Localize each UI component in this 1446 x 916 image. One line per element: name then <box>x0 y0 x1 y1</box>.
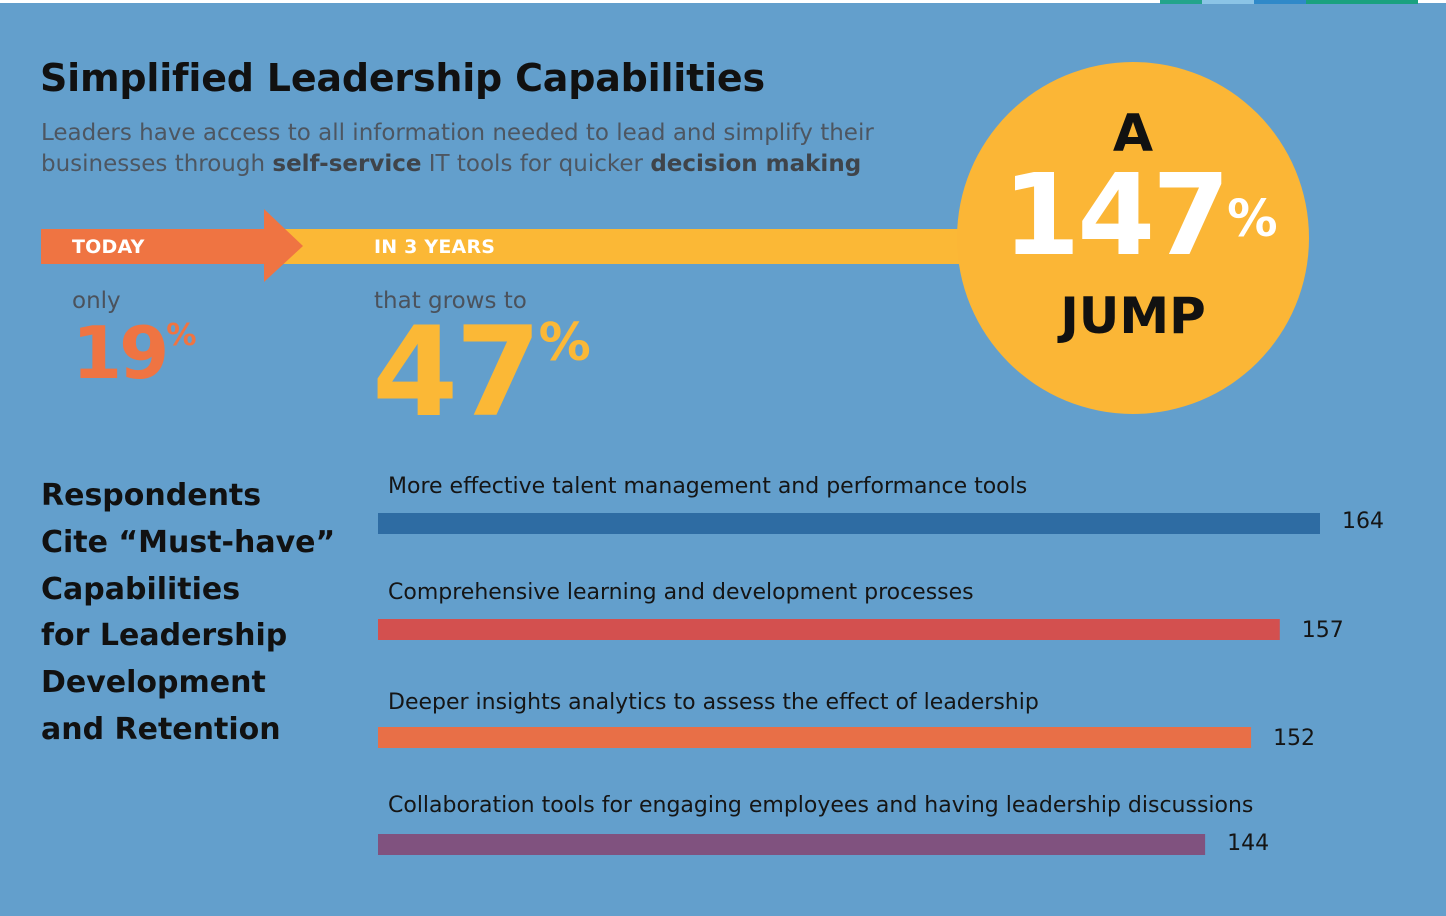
subtitle-text: IT tools for quicker <box>421 151 651 177</box>
heading-line: Respondents <box>41 478 262 513</box>
capability-bar <box>378 513 1320 534</box>
subtitle-emphasis: decision making <box>650 151 862 177</box>
page-title: Simplified Leadership Capabilities <box>40 56 765 100</box>
future-percentage-unit: % <box>538 313 591 374</box>
future-percentage-number: 47 <box>372 301 542 445</box>
must-have-capabilities-heading: Respondents Cite “Must-have” Capabilities f… <box>41 473 341 754</box>
capability-value-label: 164 <box>1342 509 1384 534</box>
today-percentage: 19% <box>72 317 197 389</box>
today-percentage-number: 19 <box>72 311 169 395</box>
jump-percentage: 147% <box>957 158 1309 274</box>
capability-bar <box>378 619 1280 640</box>
top-corner-blue-strip <box>1254 0 1306 4</box>
heading-line: Cite “Must-have” <box>41 524 336 560</box>
future-timeline-arrow <box>255 229 960 264</box>
today-percentage-unit: % <box>166 317 197 353</box>
today-note: only <box>72 288 121 314</box>
jump-percentage-number: 147 <box>1002 151 1230 281</box>
three-years-label: IN 3 YEARS <box>374 236 496 258</box>
capability-category-label: More effective talent management and per… <box>388 474 1027 499</box>
capability-bar <box>378 727 1252 748</box>
today-label: TODAY <box>72 236 145 258</box>
heading-line: and Retention <box>41 711 281 747</box>
top-corner-light-blue-strip <box>1202 0 1254 4</box>
capability-bar <box>378 834 1206 855</box>
capability-category-label: Comprehensive learning and development p… <box>388 580 974 605</box>
timeline-arrows <box>41 209 960 282</box>
future-percentage: 47% <box>372 311 591 435</box>
subtitle-text: Leaders have access to all information n… <box>41 120 874 177</box>
capability-category-label: Deeper insights analytics to assess the … <box>388 690 1039 715</box>
jump-highlight-circle: A 147% JUMP <box>957 62 1309 414</box>
jump-prefix: A <box>1112 104 1154 164</box>
capability-value-label: 157 <box>1302 618 1344 643</box>
capability-value-label: 144 <box>1227 831 1269 856</box>
jump-label: JUMP <box>1060 287 1206 345</box>
subtitle-emphasis: self-service <box>272 151 422 177</box>
future-note: that grows to <box>374 288 527 314</box>
heading-line: for Leadership <box>41 618 288 654</box>
jump-percentage-unit: % <box>1227 189 1278 249</box>
today-timeline-arrow <box>41 209 303 282</box>
top-edge-line <box>0 0 1446 3</box>
capability-value-label: 152 <box>1273 726 1315 751</box>
page-subtitle: Leaders have access to all information n… <box>41 118 901 180</box>
top-corner-teal-strip <box>1160 0 1202 4</box>
capability-category-label: Collaboration tools for engaging employe… <box>388 793 1253 818</box>
top-corner-green-strip <box>1306 0 1418 4</box>
heading-line: Capabilities <box>41 571 241 607</box>
heading-line: Development <box>41 665 266 701</box>
